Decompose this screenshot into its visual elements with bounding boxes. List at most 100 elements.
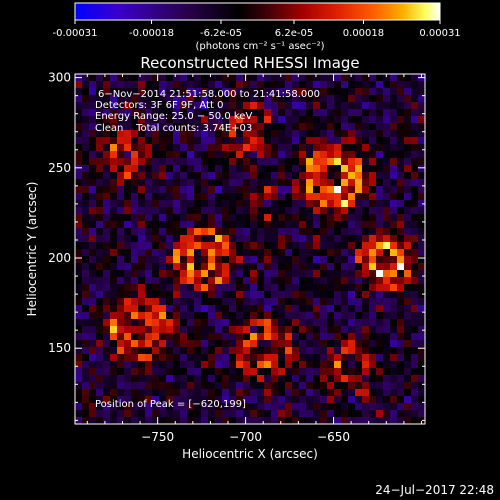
heatmap-cell [96, 256, 104, 264]
heatmap-cell [159, 228, 167, 236]
heatmap-cell [355, 340, 363, 348]
heatmap-cell [404, 88, 412, 96]
heatmap-cell [117, 277, 125, 285]
heatmap-cell [376, 375, 384, 383]
heatmap-cell [138, 165, 146, 173]
heatmap-cell [117, 242, 125, 250]
heatmap-cell [138, 235, 146, 243]
heatmap-cell [75, 417, 83, 425]
heatmap-cell [208, 130, 216, 138]
heatmap-cell [411, 102, 419, 110]
heatmap-cell [418, 144, 426, 152]
heatmap-cell [152, 130, 160, 138]
heatmap-cell [271, 326, 279, 334]
heatmap-cell [271, 270, 279, 278]
heatmap-cell [82, 382, 90, 390]
heatmap-cell [124, 326, 132, 334]
heatmap-cell [362, 256, 370, 264]
heatmap-cell [96, 123, 104, 131]
heatmap-cell [208, 410, 216, 418]
heatmap-cell [180, 207, 188, 215]
heatmap-cell [292, 291, 300, 299]
heatmap-cell [348, 116, 356, 124]
heatmap-cell [194, 263, 202, 271]
heatmap-cell [243, 95, 251, 103]
heatmap-cell [173, 158, 181, 166]
heatmap-cell [327, 221, 335, 229]
heatmap-cell [222, 207, 230, 215]
heatmap-cell [208, 396, 216, 404]
heatmap-cell [299, 144, 307, 152]
heatmap-cell [236, 298, 244, 306]
heatmap-cell [397, 312, 405, 320]
heatmap-cell [369, 137, 377, 145]
heatmap-cell [292, 284, 300, 292]
heatmap-cell [376, 207, 384, 215]
heatmap-cell [355, 130, 363, 138]
heatmap-cell [103, 396, 111, 404]
heatmap-cell [404, 242, 412, 250]
heatmap-cell [327, 298, 335, 306]
heatmap-cell [89, 319, 97, 327]
heatmap-cell [208, 193, 216, 201]
heatmap-cell [383, 319, 391, 327]
heatmap-cell [222, 347, 230, 355]
heatmap-cell [152, 116, 160, 124]
heatmap-cell [229, 186, 237, 194]
heatmap-cell [215, 116, 223, 124]
heatmap-cell [278, 305, 286, 313]
heatmap-cell [271, 249, 279, 257]
heatmap-cell [306, 172, 314, 180]
heatmap-cell [278, 228, 286, 236]
heatmap-cell [166, 319, 174, 327]
heatmap-cell [362, 158, 370, 166]
heatmap-cell [306, 340, 314, 348]
heatmap-cell [327, 256, 335, 264]
heatmap-cell [110, 137, 118, 145]
heatmap-cell [418, 109, 426, 117]
heatmap-cell [299, 172, 307, 180]
heatmap-cell [103, 109, 111, 117]
heatmap-cell [250, 340, 258, 348]
heatmap-cell [229, 375, 237, 383]
heatmap-cell [369, 277, 377, 285]
heatmap-cell [397, 375, 405, 383]
heatmap-cell [173, 277, 181, 285]
heatmap-cell [271, 403, 279, 411]
heatmap-cell [348, 389, 356, 397]
heatmap-cell [313, 256, 321, 264]
heatmap-cell [166, 123, 174, 131]
heatmap-cell [376, 403, 384, 411]
heatmap-cell [89, 109, 97, 117]
heatmap-cell [264, 235, 272, 243]
heatmap-cell [215, 277, 223, 285]
heatmap-cell [278, 263, 286, 271]
heatmap-cell [110, 95, 118, 103]
heatmap-cell [278, 74, 286, 82]
heatmap-cell [138, 81, 146, 89]
heatmap-cell [278, 319, 286, 327]
heatmap-cell [250, 228, 258, 236]
heatmap-cell [411, 242, 419, 250]
heatmap-cell [110, 256, 118, 264]
heatmap-cell [159, 74, 167, 82]
heatmap-cell [166, 242, 174, 250]
heatmap-cell [369, 333, 377, 341]
heatmap-cell [264, 410, 272, 418]
heatmap-cell [187, 305, 195, 313]
heatmap-cell [383, 333, 391, 341]
heatmap-cell [145, 396, 153, 404]
heatmap-cell [131, 263, 139, 271]
heatmap-cell [243, 410, 251, 418]
heatmap-cell [306, 256, 314, 264]
heatmap-cell [124, 410, 132, 418]
heatmap-cell [264, 249, 272, 257]
heatmap-cell [166, 340, 174, 348]
heatmap-cell [397, 319, 405, 327]
heatmap-cell [236, 319, 244, 327]
heatmap-cell [117, 410, 125, 418]
heatmap-cell [166, 102, 174, 110]
heatmap-cell [334, 207, 342, 215]
heatmap-cell [341, 305, 349, 313]
heatmap-cell [383, 179, 391, 187]
